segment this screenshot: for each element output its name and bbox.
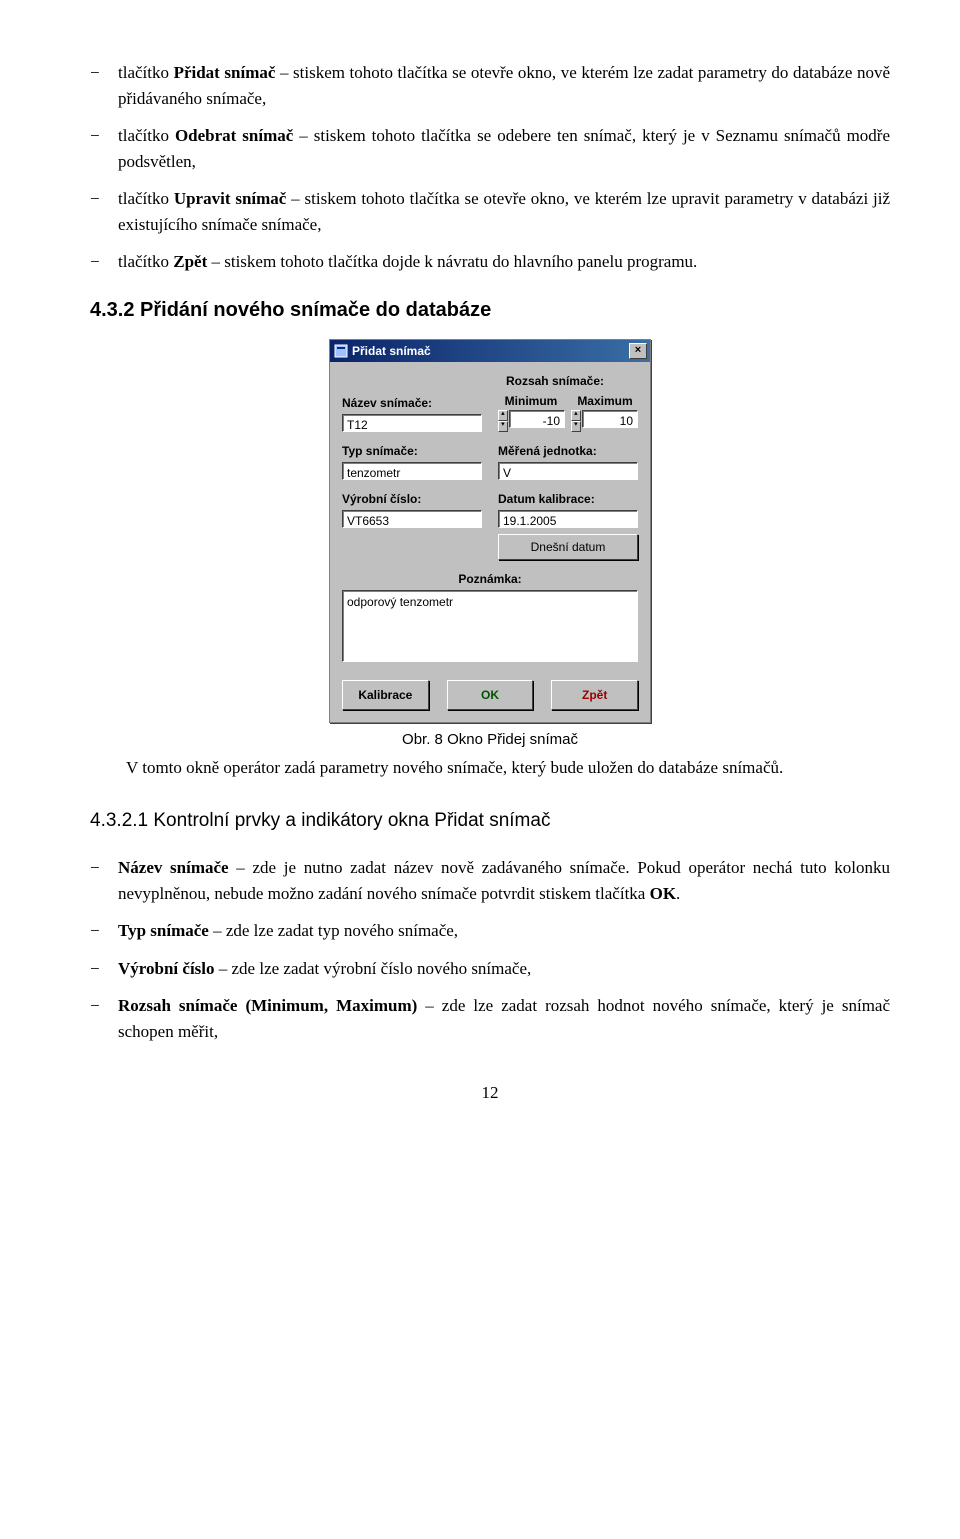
label-note: Poznámka: (342, 570, 638, 588)
label-serial: Výrobní číslo: (342, 490, 482, 508)
label-calibration-date: Datum kalibrace: (498, 490, 638, 508)
bullet-text: tlačítko Upravit snímač – stiskem tohoto… (118, 186, 890, 237)
label-sensor-name: Název snímače: (342, 394, 482, 412)
bullet-item: − Název snímače – zde je nutno zadat náz… (90, 855, 890, 906)
bullet-dash: − (90, 918, 118, 944)
input-maximum[interactable]: 10 (582, 410, 638, 428)
bullet-dash: − (90, 186, 118, 237)
bullet-item: − Výrobní číslo – zde lze zadat výrobní … (90, 956, 890, 982)
label-range: Rozsah snímače: (498, 372, 638, 390)
bullet-dash: − (90, 249, 118, 275)
page-number: 12 (90, 1080, 890, 1106)
bullet-text: Název snímače – zde je nutno zadat název… (118, 855, 890, 906)
dialog-icon (334, 344, 348, 358)
dialog-body: Název snímače: T12 Rozsah snímače: Minim… (330, 362, 650, 722)
input-unit[interactable]: V (498, 462, 638, 480)
bullet-text: tlačítko Odebrat snímač – stiskem tohoto… (118, 123, 890, 174)
heading-4-3-2-1: 4.3.2.1 Kontrolní prvky a indikátory okn… (90, 807, 890, 836)
label-unit: Měřená jednotka: (498, 442, 638, 460)
input-sensor-type[interactable]: tenzometr (342, 462, 482, 480)
input-minimum[interactable]: -10 (509, 410, 565, 428)
bullet-dash: − (90, 993, 118, 1044)
figure-caption: Obr. 8 Okno Přidej snímač (90, 729, 890, 752)
bullet-dash: − (90, 60, 118, 111)
close-button[interactable]: × (629, 343, 647, 359)
bullet-item: − Rozsah snímače (Minimum, Maximum) – zd… (90, 993, 890, 1044)
input-serial[interactable]: VT6653 (342, 510, 482, 528)
back-button[interactable]: Zpět (551, 680, 638, 710)
spinner-min[interactable]: ▴▾ (498, 410, 508, 432)
label-maximum: Maximum (572, 392, 638, 410)
bullet-item: − tlačítko Přidat snímač – stiskem tohot… (90, 60, 890, 111)
bullet-list-bottom: − Název snímače – zde je nutno zadat náz… (90, 855, 890, 1044)
label-sensor-type: Typ snímače: (342, 442, 482, 460)
spinner-max[interactable]: ▴▾ (571, 410, 581, 432)
bullet-text: Rozsah snímače (Minimum, Maximum) – zde … (118, 993, 890, 1044)
figure-add-sensor-dialog: Přidat snímač × Název snímače: T12 Rozsa… (90, 339, 890, 723)
heading-4-3-2: 4.3.2 Přidání nového snímače do databáze (90, 295, 890, 325)
bullet-text: tlačítko Zpět – stiskem tohoto tlačítka … (118, 249, 890, 275)
bullet-dash: − (90, 123, 118, 174)
dialog-title: Přidat snímač (352, 342, 431, 360)
bullet-text: Typ snímače – zde lze zadat typ nového s… (118, 918, 890, 944)
input-calibration-date[interactable]: 19.1.2005 (498, 510, 638, 528)
input-sensor-name[interactable]: T12 (342, 414, 482, 432)
bullet-item: − tlačítko Upravit snímač – stiskem toho… (90, 186, 890, 237)
paragraph-after-figure: V tomto okně operátor zadá parametry nov… (90, 755, 890, 781)
label-minimum: Minimum (498, 392, 564, 410)
calibrate-button[interactable]: Kalibrace (342, 680, 429, 710)
bullet-dash: − (90, 956, 118, 982)
bullet-list-top: − tlačítko Přidat snímač – stiskem tohot… (90, 60, 890, 275)
bullet-text: Výrobní číslo – zde lze zadat výrobní čí… (118, 956, 890, 982)
bullet-item: − tlačítko Odebrat snímač – stiskem toho… (90, 123, 890, 174)
bullet-dash: − (90, 855, 118, 906)
bullet-text: tlačítko Přidat snímač – stiskem tohoto … (118, 60, 890, 111)
dialog-add-sensor: Přidat snímač × Název snímače: T12 Rozsa… (329, 339, 651, 723)
bullet-item: − Typ snímače – zde lze zadat typ nového… (90, 918, 890, 944)
today-date-button[interactable]: Dnešní datum (498, 534, 638, 560)
input-note[interactable]: odporový tenzometr (342, 590, 638, 662)
ok-button[interactable]: OK (447, 680, 534, 710)
dialog-titlebar: Přidat snímač × (330, 340, 650, 362)
bullet-item: − tlačítko Zpět – stiskem tohoto tlačítk… (90, 249, 890, 275)
